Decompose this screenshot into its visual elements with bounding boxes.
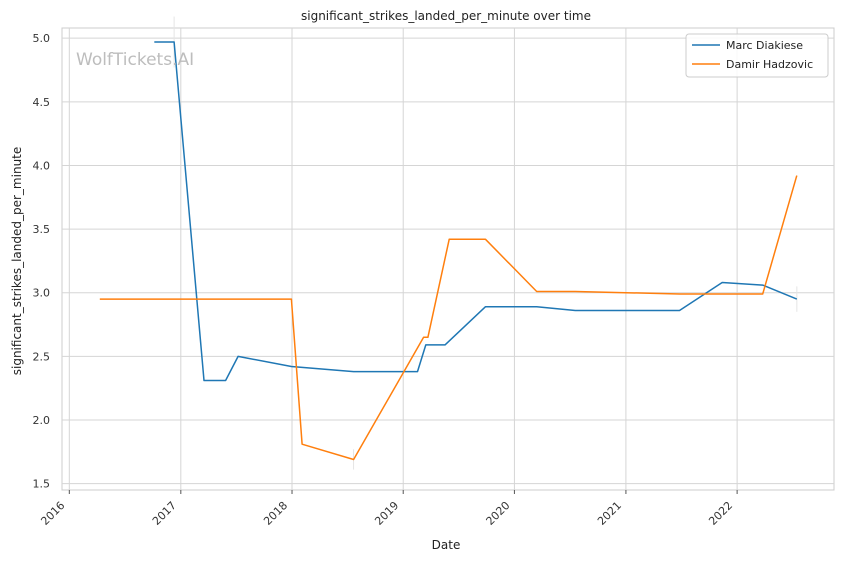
x-tick-label: 2018	[261, 499, 290, 528]
x-tick-label: 2020	[484, 499, 513, 528]
series-lines	[99, 41, 798, 461]
chart-title: significant_strikes_landed_per_minute ov…	[301, 9, 591, 23]
y-tick-label: 3.5	[33, 223, 51, 236]
x-tick-labels: 2016 2017 2018 2019 2020 2021 2022	[38, 490, 738, 528]
legend-box	[685, 33, 829, 78]
series-line-damir-hadzovic	[99, 175, 798, 461]
watermark: WolfTickets.AI	[76, 50, 194, 70]
x-axis-title: Date	[432, 538, 461, 552]
x-tick-label: 2019	[372, 499, 401, 528]
x-tick-label: 2017	[150, 499, 179, 528]
plot-background	[61, 27, 835, 491]
y-tick-label: 1.5	[33, 478, 51, 491]
x-tick-label: 2016	[38, 499, 67, 528]
y-tick-label: 3.0	[33, 287, 51, 300]
legend: Marc Diakiese Damir Hadzovic	[685, 33, 829, 78]
y-tick-label: 5.0	[33, 32, 51, 45]
y-tick-label: 2.5	[33, 350, 51, 363]
y-tick-labels: 1.5 2.0 2.5 3.0 3.5 4.0 4.5 5.0	[33, 32, 51, 490]
y-tick-label: 2.0	[33, 414, 51, 427]
legend-label-damir-hadzovic: Damir Hadzovic	[726, 58, 813, 71]
y-axis-title: significant_strikes_landed_per_minute	[10, 147, 24, 376]
series-line-marc-diakiese	[154, 41, 798, 382]
legend-label-marc-diakiese: Marc Diakiese	[726, 39, 803, 52]
y-tick-label: 4.0	[33, 159, 51, 172]
x-tick-label: 2022	[706, 499, 735, 528]
x-tick-label: 2021	[595, 499, 624, 528]
y-tick-label: 4.5	[33, 96, 51, 109]
